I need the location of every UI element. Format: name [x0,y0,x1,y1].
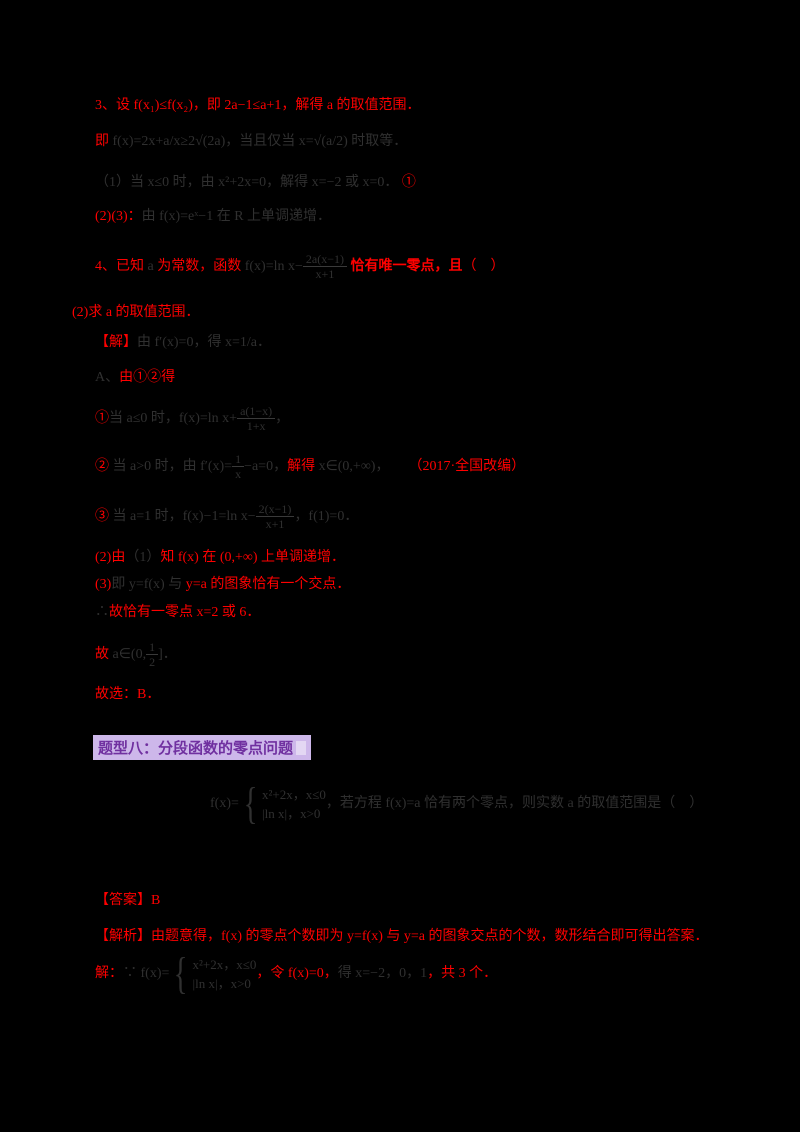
text-line: 3、设 f(x₁)≤f(x₂)，即 2a−1≤a+1，解得 a 的取值范围． [95,96,421,116]
circled-number: ① [95,411,109,426]
text-line: （1）当 x≤0 时，由 x²+2x=0，解得 x=−2 或 x=0． ① [95,173,416,193]
solution-line: 解：∵ f(x)={ x²+2x，x≤0 |ln x|，x>0 ，令 f(x)=0，得… [95,952,497,996]
text-line: ∴故恰有一零点 x=2 或 6． [95,603,260,623]
fraction: 2a(x−1) x+1 [302,252,347,281]
fraction-denominator: 2 [149,655,156,669]
highlight-block [296,741,307,755]
math-segment: ， [275,411,290,426]
text-segment: (2)由 [95,550,126,565]
fraction-numerator: 2a(x−1) [302,252,347,267]
math-segment: x∈(0,+∞)， [315,459,390,474]
text-line: 4、已知 a 为常数，函数 f(x)=ln x− 2a(x−1) x+1 恰有唯一零… [95,252,504,281]
text-segment: 4、已知 [95,259,148,274]
circled-number: ① [401,175,416,190]
text-segment: 【解】 [95,335,137,350]
math-segment: 由 f(x)=eˣ−1 在 R 上单调递增． [141,209,332,224]
case-row: |ln x|，x>0 [262,806,321,821]
left-brace-icon: { [243,779,258,828]
text-line: ③ 当 a=1 时，f(x)−1=ln x− 2(x−1) x+1 ，f(1)=0． [95,502,358,531]
math-segment: 当 a>0 时，由 f′(x)= [109,459,233,474]
answer-line: 【答案】B [95,891,160,911]
answer-choice-text: 故选：B． [95,687,161,702]
text-segment: （ ） [462,259,505,274]
text-line: A、由①②得 [95,368,175,388]
piecewise-cases: x²+2x，x≤0 |ln x|，x>0 [193,955,257,993]
text-line: ①当 a≤0 时，f(x)=ln x+ a(1−x) 1+x， [95,404,289,433]
text-segment: 为常数，函数 [153,259,245,274]
math-segment: （1） [125,550,161,565]
math-segment: −a=0， [244,459,288,474]
text-segment: 即 [95,134,109,149]
circled-number: ③ [95,509,109,524]
text-line: 故选：B． [95,685,160,705]
math-segment: f(x)=2x+a/x≥2√(2a)，当且仅当 x=√(a/2) 时取等． [109,134,408,149]
math-segment: ，f(1)=0． [294,509,359,524]
math-segment: 当 a≤0 时，f(x)=ln x+ [109,411,238,426]
section-heading-text: 题型八：分段函数的零点问题 [98,741,294,757]
left-brace-icon: { [174,949,188,998]
text-segment: ，令 f(x)=0， [256,966,338,982]
math-segment: （1）当 x≤0 时，由 x²+2x=0，解得 x=−2 或 x=0． [95,175,399,190]
fraction-numerator: 1 [232,452,245,467]
fraction-denominator: x [235,467,242,481]
text-segment: 故恰有一零点 x=2 或 6． [109,605,261,620]
text-segment: 由①②得 [119,370,176,385]
fraction-denominator: 1+x [246,419,266,433]
text-line: (2)(3)：由 f(x)=eˣ−1 在 R 上单调递增． [95,207,331,227]
text-line: 故 a∈(0, 1 2]． [95,640,177,669]
math-segment: 当 a=1 时，f(x)−1=ln x− [109,509,256,524]
fraction-numerator: 2(x−1) [255,502,295,517]
piecewise-cases: x²+2x，x≤0 |ln x|，x>0 [262,785,326,823]
fraction-denominator: x+1 [315,267,335,281]
math-segment: f(x)= [210,796,239,812]
analysis-line: 【解析】由题意得，f(x) 的零点个数即为 y=f(x) 与 y=a 的图象交点… [95,927,708,947]
text-segment: 恰有唯一零点，且 [346,259,463,274]
math-segment: a [147,259,154,274]
math-segment: ∴ [95,605,109,620]
text-segment: (2)求 a 的取值范围． [72,305,200,320]
math-segment: ∵ f(x)= [123,966,170,982]
answer-label: 【答案】B [95,893,161,908]
text-segment: (3) [95,577,112,592]
text-line: (3)即 y=f(x) 与 y=a 的图象恰有一个交点． [95,575,350,595]
math-segment: f(x)=ln x− [244,259,303,274]
text-segment: ，共 3 个． [427,966,498,982]
text-segment: y=a 的图象恰有一个交点． [185,577,351,592]
text-segment: 3、设 f(x₁)≤f(x₂)，即 2a−1≤a+1，解得 a 的取值范围． [95,98,421,113]
case-row: x²+2x，x≤0 [192,957,257,972]
text-segment: 知 f(x) 在 (0,+∞) 上单调递增． [160,550,346,565]
math-segment: 即 y=f(x) 与 [111,577,186,592]
circled-number: ② [95,459,109,474]
fraction: a(1−x) 1+x [237,404,276,433]
case-row: x²+2x，x≤0 [262,787,326,802]
text-line: (2)求 a 的取值范围． [72,303,200,323]
math-segment: A、 [95,370,120,385]
fraction-numerator: a(1−x) [237,404,276,419]
text-segment: (2)(3)： [95,209,142,224]
math-segment: 由 f′(x)=0，得 x=1/a． [137,335,271,350]
math-segment: ]． [158,647,177,662]
analysis-text: 【解析】由题意得，f(x) 的零点个数即为 y=f(x) 与 y=a 的图象交点… [95,929,709,944]
text-line: (2)由（1）知 f(x) 在 (0,+∞) 上单调递增． [95,548,345,568]
fraction: 2(x−1) x+1 [255,502,295,531]
fraction-denominator: x+1 [265,517,285,531]
text-line: 【解】由 f′(x)=0，得 x=1/a． [95,333,271,353]
math-segment: ，若方程 f(x)=a 恰有两个零点，则实数 a 的取值范围是（ ） [325,796,704,812]
text-line: ② 当 a>0 时，由 f′(x)= 1 x −a=0，解得 x∈(0,+∞)， （20… [95,452,525,481]
text-segment: 解得 [287,459,316,474]
text-segment: 解： [95,966,123,982]
text-line: 即 f(x)=2x+a/x≥2√(2a)，当且仅当 x=√(a/2) 时取等． [95,132,407,152]
section-heading: 题型八：分段函数的零点问题 [93,735,312,760]
math-segment: a∈(0, [112,647,147,662]
math-segment: 得 x=−2，0，1 [337,966,428,982]
fraction-numerator: 1 [146,640,159,655]
example-problem: f(x)={ x²+2x，x≤0 |ln x|，x>0 ，若方程 f(x)=a 恰有两… [210,782,703,826]
case-row: |ln x|，x>0 [192,976,251,991]
text-segment: 故 [95,647,113,662]
source-note: （2017·全国改编） [415,459,526,474]
